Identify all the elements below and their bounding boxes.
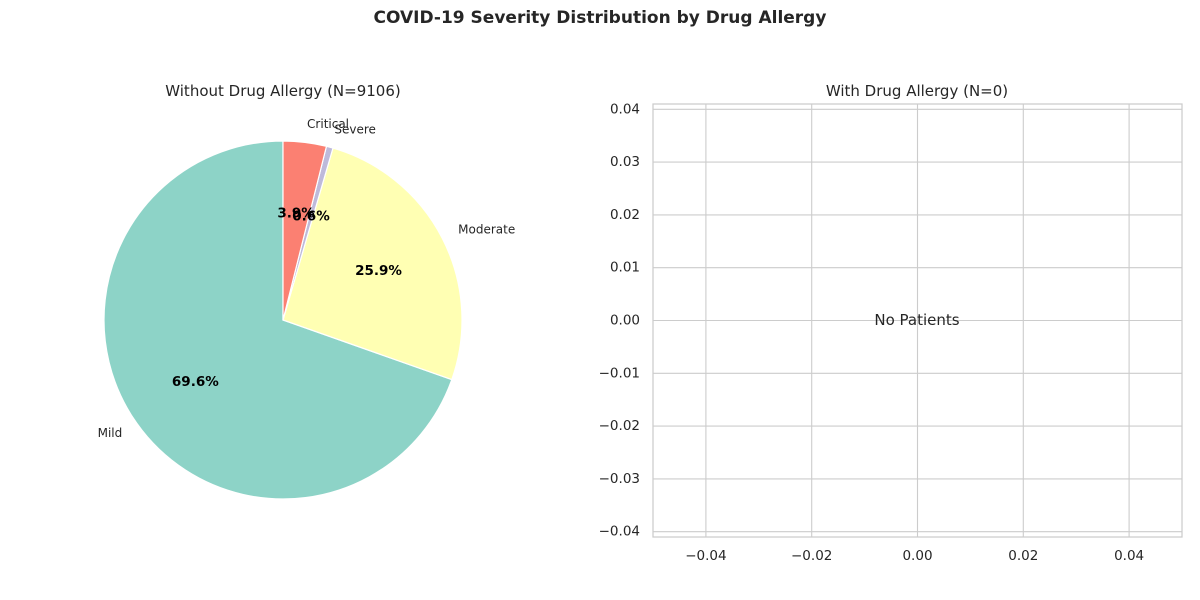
y-tick-label: 0.01 [610, 260, 640, 276]
y-tick-label: 0.03 [610, 154, 640, 170]
x-tick-label: 0.04 [1114, 548, 1144, 564]
pie-pct-label-critical: 3.9% [277, 205, 315, 221]
pie-pct-label-moderate: 25.9% [355, 263, 402, 279]
pie-chart: Without Drug Allergy (N=9106) Mild69.6%M… [98, 82, 516, 500]
pie-label-severe: Severe [334, 122, 376, 136]
pie-pct-label-severe: 0.6% [292, 208, 330, 224]
pie-chart-title: Without Drug Allergy (N=9106) [165, 82, 400, 100]
pie-pct-label-mild: 69.6% [172, 374, 219, 390]
pie-slice-critical [282, 140, 328, 321]
y-tick-label: −0.04 [599, 524, 640, 540]
x-tick-label: 0.02 [1008, 548, 1038, 564]
x-tick-label: 0.00 [902, 548, 932, 564]
figure-title: COVID-19 Severity Distribution by Drug A… [373, 8, 827, 28]
x-tick-label: −0.04 [685, 548, 726, 564]
pie-label-mild: Mild [98, 426, 123, 440]
pie-slice-moderate [282, 147, 463, 381]
pie-slices [103, 140, 463, 500]
y-tick-label: 0.02 [610, 207, 640, 223]
axes-grid [653, 104, 1182, 537]
y-tick-label: −0.03 [599, 471, 640, 487]
pie-labels: Mild 69.6% Moderate 25.9% Severe 0.6% Critical… [98, 117, 516, 440]
empty-axes-chart: With Drug Allergy (N=0) −0.04 −0.02 0.00 0.… [599, 82, 1183, 564]
axes-ticks: −0.04 −0.02 0.00 0.02 0.04 0.04 0.03 0.02 0.01 0.… [599, 101, 1145, 564]
pie-label-moderate: Moderate [458, 223, 515, 237]
axes-chart-title: With Drug Allergy (N=0) [826, 82, 1008, 100]
no-patients-annotation: No Patients [874, 311, 959, 329]
y-tick-label: −0.01 [599, 365, 640, 381]
pie-label-critical: Critical [307, 117, 349, 131]
pie-slice-mild [103, 140, 453, 500]
axes-frame [652, 103, 1183, 538]
y-tick-label: 0.00 [610, 313, 640, 329]
y-tick-label: −0.02 [599, 418, 640, 434]
x-tick-label: −0.02 [791, 548, 832, 564]
y-tick-label: 0.04 [610, 101, 640, 117]
